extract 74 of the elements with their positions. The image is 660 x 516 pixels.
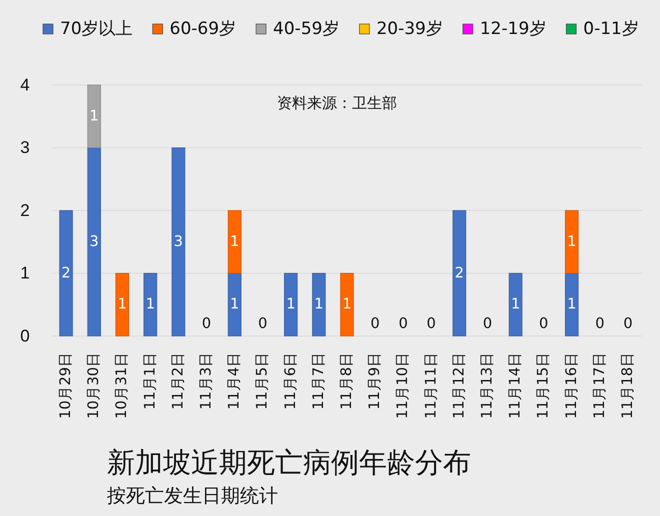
data-label: 1 [510, 296, 520, 313]
legend-label: 40-59岁 [273, 19, 340, 39]
data-label: 0 [623, 316, 633, 332]
legend-label: 20-39岁 [376, 19, 443, 39]
data-label: 0 [482, 316, 492, 332]
data-label: 0 [398, 316, 408, 332]
y-tick-label: 2 [20, 200, 30, 220]
text: 新加坡近期死亡病例年龄分布 [107, 446, 471, 479]
legend-label: 0-11岁 [583, 19, 639, 39]
x-tick-label: 11月8日 [339, 352, 355, 410]
x-tick-label: 11月18日 [620, 352, 636, 419]
bar [87, 84, 101, 148]
legend-label: 70岁以上 [60, 19, 133, 39]
data-label: 3 [90, 234, 99, 250]
data-label: 1 [286, 296, 296, 313]
data-label: 1 [146, 296, 155, 313]
data-label: 1 [567, 296, 576, 313]
bar [508, 272, 522, 336]
x-tick-label: 11月16日 [564, 352, 580, 419]
x-tick-label: 11月3日 [198, 352, 215, 410]
data-label: 0 [370, 316, 380, 332]
bar [564, 210, 579, 274]
data-label: 1 [230, 296, 240, 313]
bar [284, 272, 298, 336]
legend-label: 60-69岁 [170, 19, 236, 39]
x-tick-label: 11月6日 [282, 352, 299, 410]
bar [564, 272, 579, 336]
data-label: 2 [61, 265, 71, 282]
data-label: 0 [595, 316, 604, 332]
data-label: 1 [567, 234, 576, 250]
data-label: 0 [258, 316, 268, 332]
bar [144, 272, 158, 336]
x-tick-label: 11月12日 [451, 352, 468, 419]
data-label: 0 [202, 316, 212, 332]
data-label: 2 [454, 265, 464, 282]
bar [172, 147, 186, 336]
data-label: 1 [342, 296, 352, 313]
data-label: 1 [118, 296, 127, 313]
legend-label: 12-19岁 [480, 19, 546, 39]
x-tick-label: 10月29日 [58, 352, 74, 419]
x-tick-label: 11月14日 [508, 352, 524, 419]
x-tick-label: 10月31日 [114, 352, 130, 419]
x-tick-label: 11月7日 [310, 352, 327, 410]
text: 按死亡发生日期统计 [107, 485, 278, 507]
x-tick-label: 11月11日 [423, 352, 440, 419]
y-tick-label: 1 [20, 264, 30, 283]
y-tick-label: 3 [20, 138, 30, 158]
y-tick-label: 4 [20, 75, 30, 94]
data-label: 1 [314, 296, 324, 313]
data-label: 1 [90, 108, 99, 124]
data-label: 3 [174, 234, 184, 250]
bar [228, 210, 242, 274]
annotation: 资料来源：卫生部 [277, 94, 397, 112]
x-tick-label: 11月15日 [536, 352, 552, 419]
x-tick-label: 11月4日 [226, 352, 243, 410]
x-tick-label: 11月10日 [395, 352, 412, 419]
bar [59, 210, 73, 336]
bar [115, 272, 130, 336]
bar [452, 210, 466, 336]
bar [87, 147, 101, 336]
data-label: 0 [539, 316, 548, 332]
x-tick-label: 11月5日 [254, 352, 271, 410]
bar [228, 272, 242, 336]
y-tick-label: 0 [20, 326, 30, 346]
bar [312, 272, 326, 336]
x-tick-label: 10月30日 [86, 352, 102, 419]
data-label: 0 [426, 316, 436, 332]
x-tick-label: 11月9日 [367, 352, 384, 410]
x-tick-label: 11月1日 [142, 352, 158, 410]
x-tick-label: 11月17日 [592, 352, 608, 419]
x-tick-label: 11月2日 [170, 352, 186, 410]
data-label: 1 [230, 234, 240, 250]
bar [340, 272, 354, 336]
x-tick-label: 11月13日 [479, 352, 496, 419]
